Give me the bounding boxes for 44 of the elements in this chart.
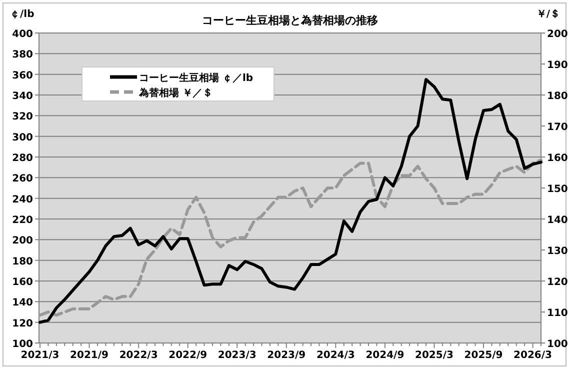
- legend-label: 為替相場 ￥／＄: [138, 87, 212, 99]
- y2-tick-label: 110: [547, 308, 568, 319]
- legend-label: コーヒー生豆相場 ￠／lb: [139, 72, 254, 84]
- line-series: [38, 158, 542, 317]
- y-tick-label: 400: [12, 29, 34, 40]
- y2-tick-label: 130: [547, 246, 568, 257]
- x-tick-label: 2022/3: [119, 350, 158, 361]
- y-tick-label: 340: [12, 91, 34, 102]
- x-tick-label: 2026/3: [514, 350, 552, 361]
- chart-title: コーヒー生豆相場と為替相場の推移: [202, 14, 378, 27]
- y2-tick-label: 150: [547, 184, 568, 195]
- y2-axis-title: ￥/＄: [536, 9, 560, 20]
- y-tick-label: 300: [12, 132, 34, 144]
- y2-tick-label: 190: [547, 60, 568, 71]
- y2-tick-label: 200: [547, 29, 568, 40]
- y-tick-label: 360: [12, 70, 34, 82]
- y2-tick-label: 100: [547, 339, 568, 350]
- y-tick-label: 100: [12, 339, 34, 350]
- y2-tick-label: 120: [547, 277, 568, 288]
- x-tick-label: 2024/9: [366, 350, 404, 361]
- y-tick-label: 220: [12, 215, 34, 226]
- x-tick-label: 2021/9: [70, 350, 109, 361]
- y-tick-label: 240: [12, 194, 34, 206]
- y-tick-label: 280: [12, 153, 34, 164]
- y2-tick-label: 160: [547, 153, 568, 164]
- y-tick-label: 180: [12, 256, 34, 268]
- y-tick-label: 120: [12, 318, 34, 330]
- y-tick-label: 140: [12, 298, 34, 309]
- x-tick-label: 2024/3: [316, 350, 355, 361]
- x-tick-label: 2021/3: [20, 350, 60, 361]
- y-tick-label: 380: [12, 50, 34, 61]
- y2-tick-label: 170: [547, 122, 568, 133]
- x-tick-label: 2025/3: [415, 350, 454, 361]
- y-tick-label: 260: [12, 174, 34, 185]
- y-tick-label: 200: [12, 236, 34, 247]
- x-tick-label: 2023/3: [218, 350, 256, 361]
- y-tick-label: 160: [12, 277, 34, 288]
- y2-tick-label: 180: [547, 91, 568, 102]
- y-axis-title: ￠/lb: [10, 9, 34, 20]
- y2-tick-label: 140: [547, 215, 568, 226]
- x-tick-label: 2023/9: [267, 350, 306, 361]
- y-tick-label: 320: [12, 112, 34, 123]
- x-tick-label: 2025/9: [464, 350, 503, 361]
- x-tick-label: 2022/9: [168, 350, 208, 361]
